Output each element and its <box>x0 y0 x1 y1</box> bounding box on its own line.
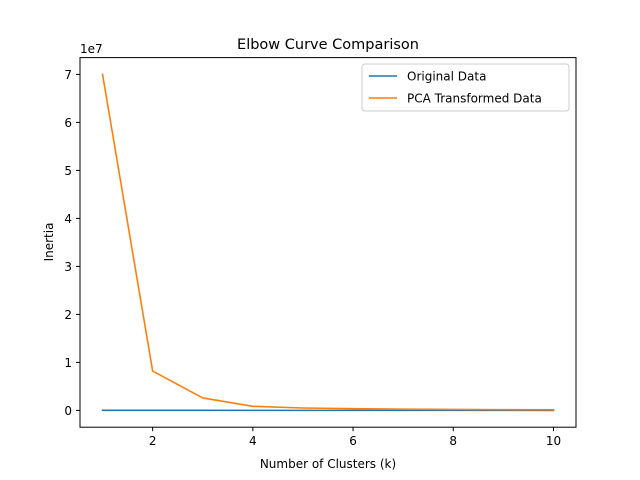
series-line-pca <box>101 73 555 411</box>
y-tick-label: 2 <box>64 308 72 322</box>
x-tick-label: 4 <box>249 434 257 448</box>
lines-layer <box>101 73 555 412</box>
y-tick-label: 1 <box>64 356 72 370</box>
x-tick-label: 6 <box>349 434 357 448</box>
plot-frame <box>79 57 577 428</box>
y-tick-label: 4 <box>64 212 72 226</box>
x-tick-label: 8 <box>449 434 457 448</box>
y-tick-label: 0 <box>64 404 72 418</box>
y-offset-label: 1e7 <box>80 42 103 56</box>
chart-title: Elbow Curve Comparison <box>237 37 419 53</box>
y-tick-label: 7 <box>64 68 72 82</box>
legend-label-pca: PCA Transformed Data <box>407 92 542 106</box>
y-axis-label: Inertia <box>42 223 56 262</box>
legend-box <box>361 63 570 112</box>
x-tick-label: 10 <box>546 434 561 448</box>
y-tick-label: 3 <box>64 260 72 274</box>
y-tick-label: 5 <box>64 164 72 178</box>
x-tick-label: 2 <box>149 434 157 448</box>
y-tick-label: 6 <box>64 116 72 130</box>
legend: Original Data PCA Transformed Data <box>361 63 570 112</box>
ticks-layer: 2 4 6 8 10 0 1 2 3 4 5 6 7 <box>64 68 561 448</box>
legend-label-original: Original Data <box>407 70 486 84</box>
x-axis-label: Number of Clusters (k) <box>260 457 396 471</box>
